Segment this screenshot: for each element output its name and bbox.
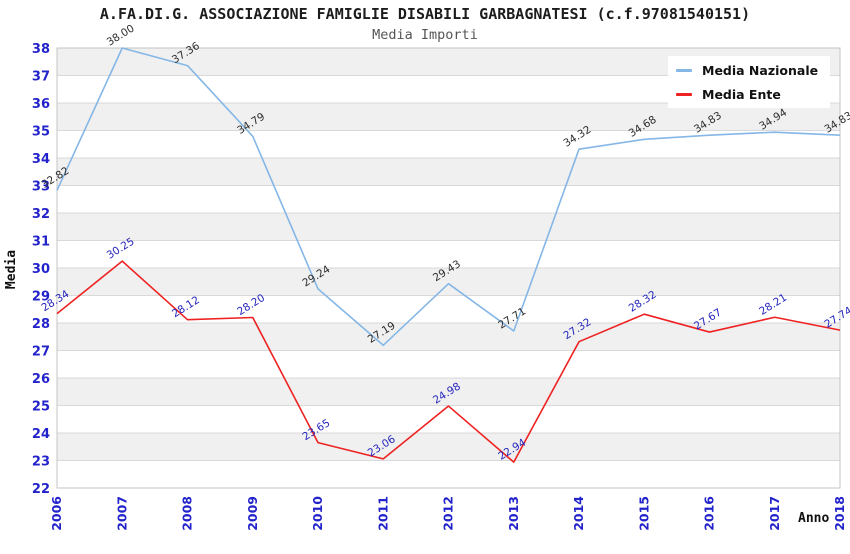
svg-text:34: 34 [32, 152, 50, 167]
svg-text:2017: 2017 [767, 496, 782, 531]
legend-label: Media Ente [702, 86, 781, 102]
svg-text:2016: 2016 [702, 496, 717, 531]
svg-text:32: 32 [32, 207, 50, 222]
svg-text:35: 35 [32, 125, 50, 140]
svg-text:38: 38 [32, 42, 50, 57]
svg-text:2015: 2015 [636, 496, 651, 531]
legend-item-media-nazionale: Media Nazionale [676, 61, 818, 79]
svg-text:29: 29 [32, 290, 50, 305]
svg-text:22: 22 [32, 482, 50, 497]
plot-bands [57, 48, 840, 461]
svg-text:31: 31 [32, 235, 50, 250]
chart-title: A.FA.DI.G. ASSOCIAZIONE FAMIGLIE DISABIL… [99, 5, 751, 23]
svg-text:30: 30 [32, 262, 50, 277]
svg-text:2018: 2018 [832, 496, 847, 531]
svg-text:2014: 2014 [571, 496, 586, 531]
svg-text:2008: 2008 [180, 496, 195, 531]
legend-label: Media Nazionale [702, 62, 819, 78]
svg-text:2011: 2011 [375, 496, 390, 531]
svg-text:2010: 2010 [310, 496, 325, 531]
chart-subtitle: Media Importi [372, 27, 478, 43]
y-axis-title: Media [4, 249, 20, 290]
y-tick-labels: 22 23 24 25 26 27 28 29 30 31 32 33 34 35 36 37 38 [32, 42, 50, 497]
plot-border [56, 47, 841, 489]
svg-text:2007: 2007 [114, 496, 129, 531]
svg-text:33: 33 [32, 180, 50, 195]
svg-text:24: 24 [32, 427, 50, 442]
x-tick-labels: 2006 2007 2008 2009 2010 2011 2012 2013 2014 2015… [49, 496, 847, 531]
legend-swatch-media-ente-icon [676, 92, 692, 96]
legend-item-media-ente: Media Ente [676, 85, 818, 103]
svg-text:2012: 2012 [441, 496, 456, 531]
svg-text:36: 36 [32, 97, 50, 112]
svg-text:26: 26 [32, 372, 50, 387]
series-line [56, 47, 841, 347]
x-axis-title: Anno [798, 511, 830, 526]
svg-text:37: 37 [32, 70, 50, 85]
svg-text:2006: 2006 [49, 496, 64, 531]
svg-text:25: 25 [32, 400, 50, 415]
svg-text:2009: 2009 [245, 496, 260, 531]
legend-swatch-media-nazionale-icon [676, 68, 692, 72]
svg-text:2013: 2013 [506, 496, 521, 531]
svg-text:27: 27 [32, 345, 50, 360]
series-line [56, 260, 841, 463]
legend: Media Nazionale Media Ente [668, 56, 831, 108]
svg-text:23: 23 [32, 455, 50, 470]
svg-text:28: 28 [32, 317, 50, 332]
